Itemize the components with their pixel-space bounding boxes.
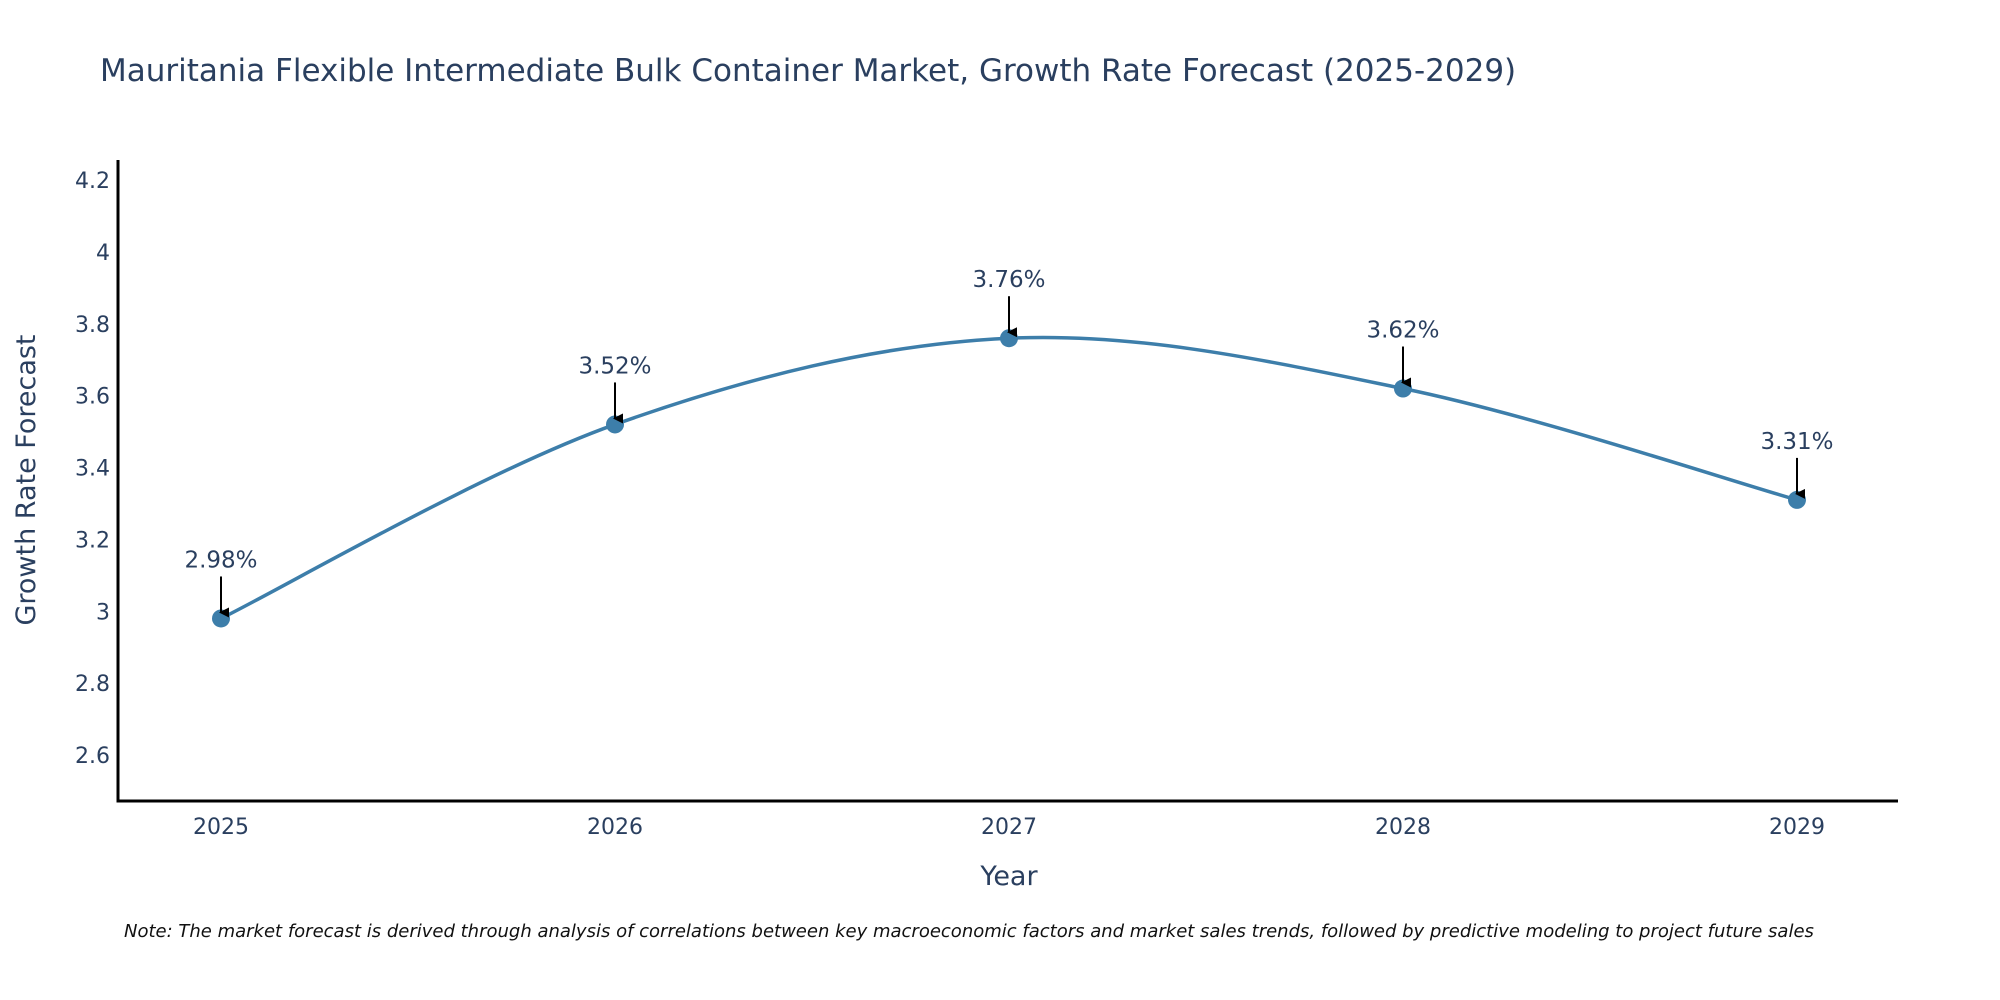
y-axis-title: Growth Rate Forecast [11,334,42,625]
x-axis-ticks: 2025 2026 2027 2028 2029 [193,815,1825,840]
data-annotations: 2.98% 3.52% 3.76% 3.62% 3.31% [184,267,1834,618]
x-axis-title: Year [979,861,1038,892]
y-tick-label: 4.2 [75,169,110,194]
x-tick-label: 2028 [1375,815,1431,840]
data-label: 3.52% [578,353,651,379]
x-tick-label: 2027 [981,815,1037,840]
y-tick-label: 3.8 [75,313,110,338]
y-tick-label: 2.8 [75,672,110,697]
x-tick-label: 2026 [587,815,643,840]
y-tick-label: 2.6 [75,744,110,769]
y-tick-label: 3.6 [75,385,110,410]
series-line [220,335,1798,621]
y-axis-ticks: 2.6 2.8 3 3.2 3.4 3.6 3.8 4 4.2 [75,169,110,769]
data-label: 3.76% [972,267,1045,293]
data-label: 2.98% [184,547,257,573]
x-tick-label: 2025 [193,815,249,840]
y-tick-label: 3.4 [75,457,110,482]
y-tick-label: 3 [96,600,110,625]
data-label: 3.31% [1760,429,1833,455]
y-tick-label: 3.2 [75,528,110,553]
data-label: 3.62% [1366,318,1439,344]
y-tick-label: 4 [96,241,110,266]
x-tick-label: 2029 [1769,815,1825,840]
series-markers [212,329,1806,628]
footnote: Note: The market forecast is derived thr… [124,921,1814,942]
chart-title: Mauritania Flexible Intermediate Bulk Co… [100,53,1516,89]
